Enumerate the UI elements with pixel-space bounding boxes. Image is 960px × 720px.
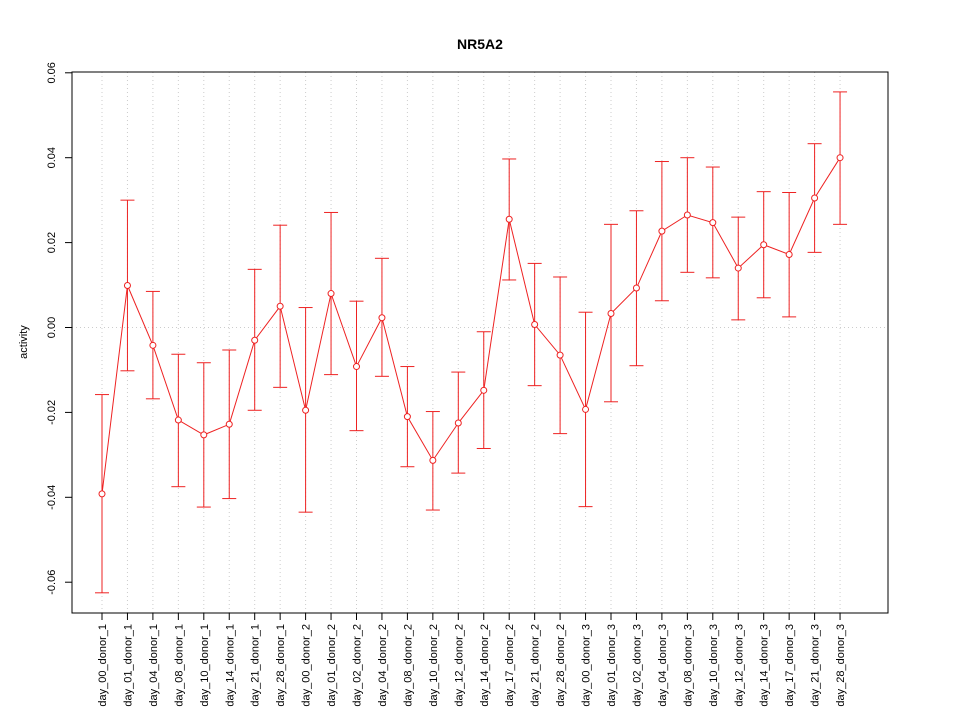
data-point bbox=[582, 405, 590, 413]
x-tick-label: day_17_donor_2 bbox=[504, 624, 516, 707]
y-tick-label: -0.04 bbox=[46, 485, 58, 510]
data-point bbox=[709, 219, 717, 227]
x-tick-label: day_02_donor_2 bbox=[352, 624, 364, 707]
data-point bbox=[658, 227, 666, 235]
data-point bbox=[683, 211, 691, 219]
x-tick-label: day_28_donor_2 bbox=[555, 624, 567, 707]
x-tick-label: day_01_donor_3 bbox=[606, 624, 618, 707]
grid bbox=[72, 72, 888, 613]
x-tick-label: day_14_donor_2 bbox=[479, 624, 491, 707]
x-tick-label: day_01_donor_2 bbox=[326, 624, 338, 707]
x-tick-label: day_00_donor_2 bbox=[301, 624, 313, 707]
x-tick-label: day_28_donor_3 bbox=[835, 624, 847, 707]
y-axis: -0.06 -0.04 -0.02 0.00 0.02 0.04 0.06 bbox=[46, 62, 73, 595]
data-point bbox=[531, 321, 539, 329]
x-tick-label: day_08_donor_3 bbox=[682, 624, 694, 707]
plot-frame bbox=[71, 71, 889, 614]
data-point bbox=[276, 302, 284, 310]
x-tick-label: day_08_donor_2 bbox=[402, 624, 414, 707]
x-tick-label: day_12_donor_2 bbox=[453, 624, 465, 707]
x-tick-label: day_04_donor_2 bbox=[377, 624, 389, 707]
chart-title: NR5A2 bbox=[457, 36, 503, 52]
x-axis: day_00_donor_1 day_01_donor_1 day_04_donor… bbox=[97, 612, 847, 707]
data-point bbox=[353, 363, 360, 371]
data-point bbox=[632, 284, 640, 292]
x-tick-label: day_00_donor_1 bbox=[97, 624, 109, 707]
x-tick-label: day_14_donor_1 bbox=[224, 624, 236, 707]
data-point bbox=[811, 194, 819, 202]
data-point bbox=[149, 341, 157, 349]
data-point bbox=[200, 431, 208, 439]
y-tick-label: 0.02 bbox=[46, 232, 58, 253]
x-tick-label: day_02_donor_3 bbox=[631, 624, 643, 707]
data-point bbox=[302, 406, 310, 414]
y-tick-label: 0.04 bbox=[46, 147, 58, 168]
x-tick-label: day_14_donor_3 bbox=[759, 624, 771, 707]
x-tick-label: day_10_donor_3 bbox=[708, 624, 720, 707]
series-line bbox=[101, 157, 841, 494]
x-tick-label: day_00_donor_3 bbox=[581, 624, 593, 707]
data-point bbox=[123, 281, 131, 289]
data-point bbox=[403, 413, 411, 421]
x-tick-label: day_01_donor_1 bbox=[122, 624, 134, 707]
data-point bbox=[225, 420, 233, 428]
x-tick-label: day_28_donor_1 bbox=[275, 624, 287, 707]
data-point bbox=[251, 336, 259, 344]
x-tick-label: day_21_donor_1 bbox=[250, 624, 262, 707]
data-point bbox=[785, 250, 793, 258]
x-tick-label: day_10_donor_1 bbox=[199, 624, 211, 707]
y-tick-label: -0.02 bbox=[46, 400, 58, 425]
y-tick-label: 0.00 bbox=[46, 317, 58, 338]
data-point bbox=[505, 215, 513, 223]
x-tick-label: day_04_donor_1 bbox=[148, 624, 160, 707]
x-tick-label: day_21_donor_2 bbox=[530, 624, 542, 707]
y-tick-label: -0.06 bbox=[46, 570, 58, 595]
data-point bbox=[98, 490, 106, 498]
data-point bbox=[607, 309, 615, 317]
x-tick-label: day_17_donor_3 bbox=[784, 624, 796, 707]
data-point bbox=[327, 290, 335, 298]
data-point bbox=[480, 386, 488, 394]
x-tick-label: day_21_donor_3 bbox=[810, 624, 822, 707]
data-point bbox=[429, 456, 437, 464]
x-tick-label: day_10_donor_2 bbox=[428, 624, 440, 707]
data-point bbox=[734, 264, 742, 272]
data-point bbox=[836, 154, 844, 162]
x-tick-label: day_04_donor_3 bbox=[657, 624, 669, 707]
data-point bbox=[556, 351, 564, 359]
series bbox=[95, 91, 848, 594]
data-point bbox=[454, 419, 462, 427]
data-point bbox=[378, 314, 386, 322]
y-axis-label: activity bbox=[18, 325, 30, 359]
y-tick-label: 0.06 bbox=[46, 62, 58, 83]
x-tick-label: day_08_donor_1 bbox=[173, 624, 185, 707]
x-tick-label: day_12_donor_3 bbox=[733, 624, 745, 707]
data-point bbox=[760, 241, 768, 249]
data-point bbox=[174, 416, 182, 424]
